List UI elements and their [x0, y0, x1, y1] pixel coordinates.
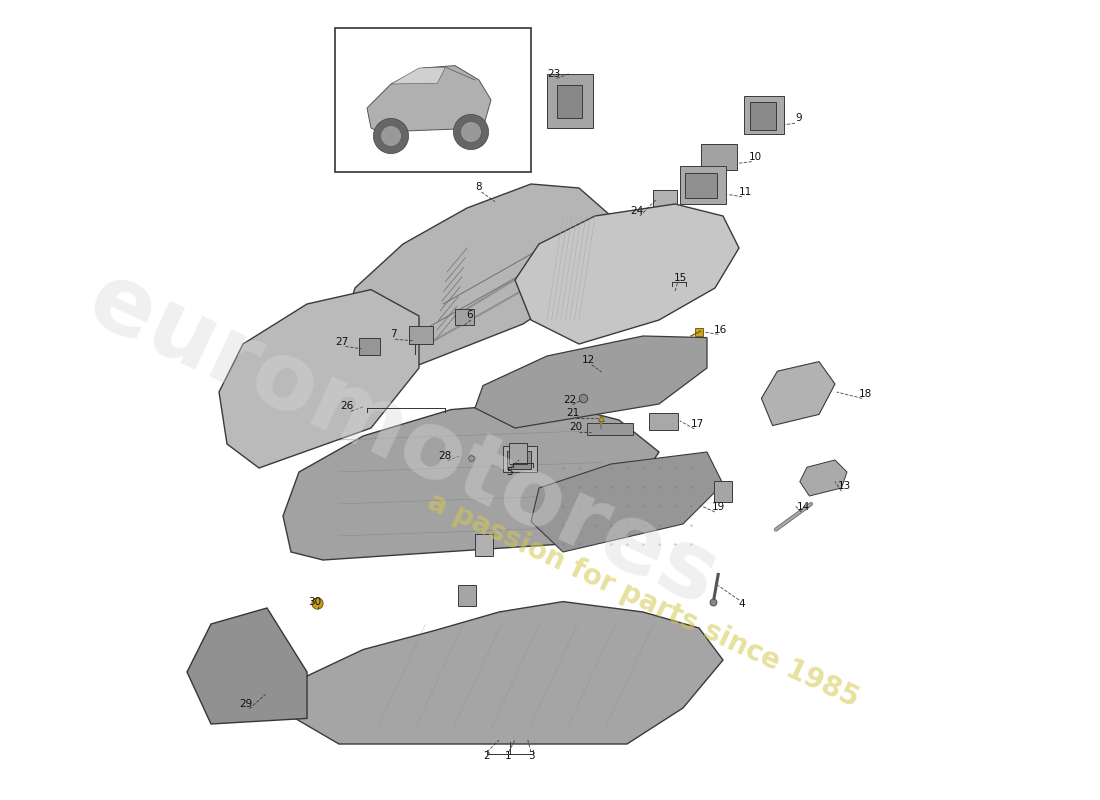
- Bar: [336, 28, 531, 172]
- Bar: [750, 102, 776, 130]
- Bar: [744, 96, 784, 134]
- Bar: [455, 309, 474, 325]
- Polygon shape: [390, 67, 446, 84]
- Text: euromotores: euromotores: [74, 254, 733, 626]
- Circle shape: [461, 122, 482, 142]
- Bar: [652, 190, 676, 210]
- Text: 28: 28: [438, 451, 451, 461]
- Polygon shape: [531, 452, 723, 552]
- Text: 15: 15: [674, 274, 688, 283]
- Polygon shape: [515, 204, 739, 344]
- Text: 2: 2: [484, 751, 491, 761]
- Text: 5: 5: [506, 467, 513, 477]
- Text: 7: 7: [390, 330, 397, 339]
- Text: 14: 14: [796, 502, 810, 512]
- Polygon shape: [761, 362, 835, 426]
- Text: 10: 10: [748, 152, 761, 162]
- Text: 21: 21: [566, 408, 580, 418]
- Polygon shape: [219, 290, 419, 468]
- Bar: [684, 173, 716, 198]
- Bar: [503, 446, 537, 472]
- Text: 19: 19: [712, 502, 725, 512]
- Bar: [649, 413, 679, 430]
- Bar: [701, 144, 737, 170]
- Text: 17: 17: [691, 419, 704, 429]
- Circle shape: [373, 118, 408, 154]
- Circle shape: [381, 126, 402, 146]
- Polygon shape: [283, 402, 659, 560]
- Text: 4: 4: [738, 599, 745, 609]
- Bar: [459, 585, 476, 606]
- Polygon shape: [339, 184, 610, 368]
- Bar: [557, 85, 582, 118]
- Bar: [587, 423, 634, 435]
- Bar: [509, 443, 527, 464]
- Text: 3: 3: [528, 751, 535, 761]
- Text: 27: 27: [336, 337, 349, 346]
- Text: 26: 26: [340, 402, 353, 411]
- Bar: [409, 326, 433, 344]
- Bar: [475, 534, 493, 556]
- Text: a passion for parts since 1985: a passion for parts since 1985: [422, 487, 864, 713]
- Text: 24: 24: [630, 206, 644, 216]
- Polygon shape: [475, 336, 707, 428]
- Text: 23: 23: [547, 69, 560, 78]
- Bar: [714, 481, 732, 502]
- Bar: [359, 338, 380, 355]
- Text: 18: 18: [859, 389, 872, 398]
- Text: 8: 8: [475, 182, 482, 192]
- Text: 9: 9: [795, 114, 802, 123]
- Bar: [507, 451, 531, 469]
- Text: 11: 11: [739, 187, 752, 197]
- Polygon shape: [187, 608, 307, 724]
- Text: 6: 6: [466, 310, 473, 320]
- Polygon shape: [292, 602, 723, 744]
- Text: 1: 1: [505, 751, 512, 761]
- Text: 29: 29: [240, 699, 253, 709]
- Bar: [680, 166, 726, 204]
- Text: 30: 30: [308, 597, 321, 606]
- Text: 22: 22: [563, 395, 576, 405]
- Text: 16: 16: [714, 325, 727, 334]
- Polygon shape: [800, 460, 847, 496]
- Text: 12: 12: [582, 355, 595, 365]
- Polygon shape: [367, 66, 491, 132]
- Text: 13: 13: [838, 482, 851, 491]
- Circle shape: [453, 114, 488, 150]
- Bar: [547, 74, 593, 128]
- Text: 20: 20: [569, 422, 582, 432]
